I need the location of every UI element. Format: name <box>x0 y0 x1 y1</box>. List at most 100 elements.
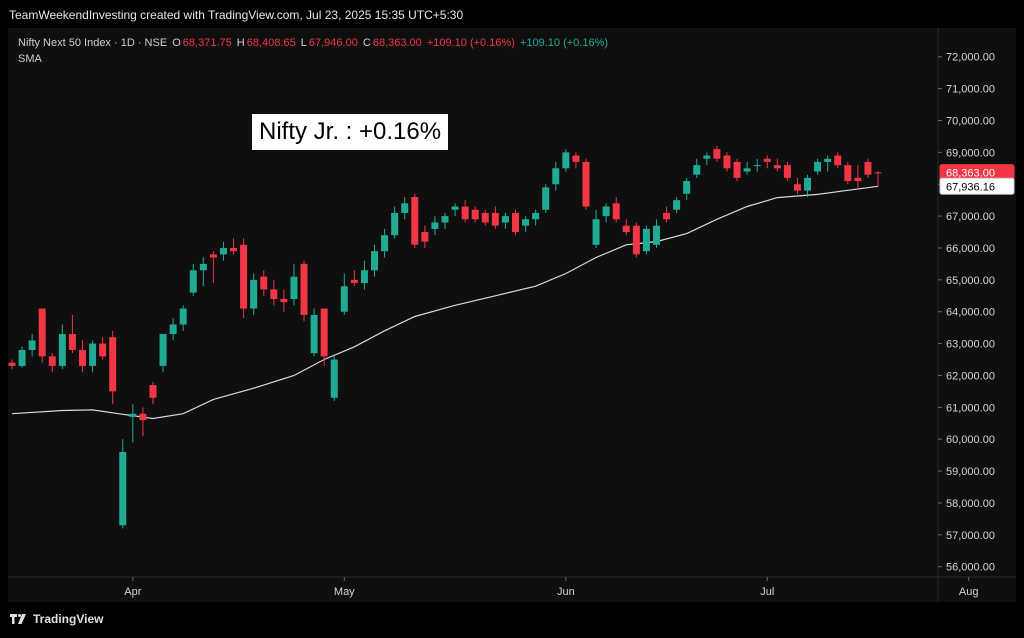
candle-body <box>320 308 328 357</box>
candle-body <box>874 172 882 174</box>
legend-symbol: Nifty Next 50 Index · 1D · NSE <box>18 37 168 49</box>
candle <box>673 196 681 213</box>
candle-body <box>401 203 409 213</box>
candle <box>703 152 711 166</box>
candle-body <box>179 308 187 325</box>
sma-value-tag-text: 67,936.16 <box>946 181 995 193</box>
candle <box>652 219 660 248</box>
candle-body <box>834 155 842 166</box>
price-tick-label: 64,000.00 <box>946 307 995 319</box>
legend-low-label: L <box>300 37 307 49</box>
legend-ohlc-row: Nifty Next 50 Index · 1D · NSE O 68,371.7… <box>18 35 610 51</box>
candle <box>78 340 86 373</box>
footer-bar <box>0 602 1024 638</box>
candle-body <box>48 356 56 366</box>
candle-body <box>763 158 771 162</box>
price-axis: 56,000.00 57,000.00 58,000.00 59,000.00 60,0… <box>938 52 1015 574</box>
candle <box>421 225 429 248</box>
candle <box>260 270 268 296</box>
time-tick-label: Apr <box>124 586 141 598</box>
candle <box>330 356 338 401</box>
candle <box>371 244 379 277</box>
candle-body <box>632 225 640 255</box>
candle-body <box>552 168 560 185</box>
candle-body <box>572 155 580 162</box>
candle <box>582 158 590 210</box>
candle-body <box>844 165 852 182</box>
candle-body <box>703 155 711 159</box>
candle <box>602 203 610 223</box>
legend-indicator-sma[interactable]: SMA <box>18 53 42 65</box>
candle <box>381 228 389 258</box>
candle <box>290 263 298 306</box>
candle <box>864 158 872 178</box>
candle <box>89 340 97 373</box>
candle-body <box>693 165 701 175</box>
candle-body <box>723 155 731 169</box>
brand-label: TradingView <box>33 612 104 626</box>
legend-open-label: O <box>172 37 181 49</box>
candle-body <box>804 177 812 191</box>
price-tick-label: 72,000.00 <box>946 52 995 64</box>
candle <box>622 219 630 236</box>
candle-body <box>89 343 97 366</box>
candle <box>683 177 691 201</box>
sma-value-tag-box <box>939 177 1015 195</box>
legend-close: 68,363.00 <box>372 37 422 49</box>
candle <box>28 334 36 357</box>
chart-area[interactable]: 56,000.00 57,000.00 58,000.00 59,000.00 60,0… <box>8 28 1016 602</box>
price-tick-label: 61,000.00 <box>946 402 995 414</box>
price-tick-label: 67,000.00 <box>946 211 995 223</box>
legend-change-secondary: +109.10 (+0.16%) <box>519 37 609 49</box>
price-tick-label: 70,000.00 <box>946 115 995 127</box>
price-tick-label: 57,000.00 <box>946 530 995 542</box>
legend-open: 68,371.75 <box>182 37 232 49</box>
candle-body <box>824 158 832 162</box>
candle <box>663 206 671 223</box>
price-tick-label: 66,000.00 <box>946 243 995 255</box>
candle <box>824 155 832 172</box>
candle-body <box>592 219 600 245</box>
candle <box>854 165 862 188</box>
candle-body <box>602 206 610 217</box>
candle-body <box>219 247 227 255</box>
candle <box>743 161 751 175</box>
candle-body <box>491 212 499 226</box>
candle-body <box>189 270 197 293</box>
candle <box>642 225 650 255</box>
candle-body <box>38 308 46 357</box>
candle-body <box>673 200 681 210</box>
candle <box>814 158 822 175</box>
candle-body <box>8 362 16 366</box>
candle-body <box>451 206 459 210</box>
price-chart[interactable]: 56,000.00 57,000.00 58,000.00 59,000.00 60,0… <box>8 28 1016 602</box>
candle <box>733 158 741 182</box>
candle <box>391 206 399 239</box>
candle <box>542 184 550 213</box>
candle <box>340 273 348 315</box>
candle <box>401 196 409 220</box>
time-tick-label: Jun <box>557 586 575 598</box>
candle-body <box>159 334 167 366</box>
header-caption: TeamWeekendInvesting created with Tradin… <box>9 8 464 22</box>
candle <box>592 209 600 248</box>
candle-body <box>391 212 399 236</box>
candle <box>481 209 489 226</box>
legend[interactable]: Nifty Next 50 Index · 1D · NSE O 68,371.7… <box>18 35 610 67</box>
candle <box>693 158 701 178</box>
candle-body <box>280 298 288 303</box>
candle <box>612 196 620 223</box>
candle <box>250 273 258 315</box>
candle <box>572 152 580 169</box>
candle <box>532 209 540 226</box>
price-tick-label: 71,000.00 <box>946 84 995 96</box>
candle-body <box>129 413 137 417</box>
candle-body <box>461 206 469 220</box>
candle-body <box>371 251 379 271</box>
tradingview-brand[interactable]: TradingView <box>10 612 103 626</box>
price-tick-label: 56,000.00 <box>946 562 995 574</box>
candle <box>280 289 288 312</box>
candle-body <box>240 244 248 309</box>
candle-body <box>622 225 630 233</box>
annotation-label: Nifty Jr. : +0.16% <box>252 114 449 150</box>
